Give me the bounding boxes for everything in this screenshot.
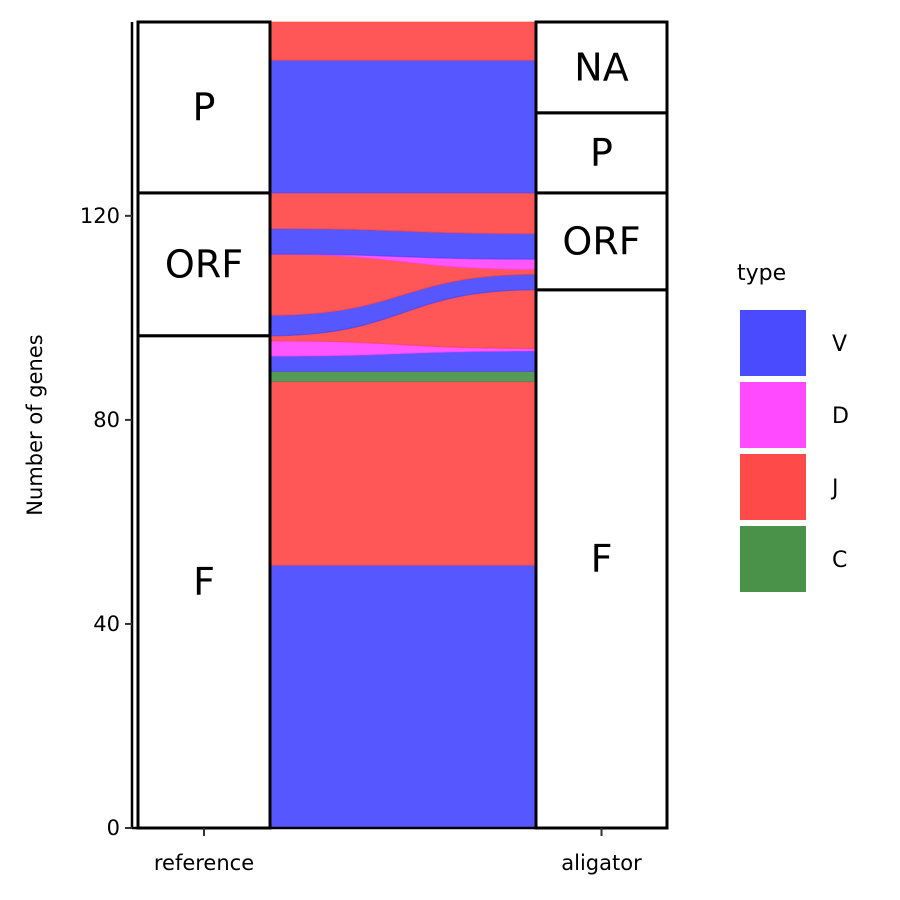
flow-V-0 xyxy=(269,564,537,829)
legend-label-J: J xyxy=(830,476,839,501)
legend-label-V: V xyxy=(832,332,847,357)
flows-layer xyxy=(269,21,537,829)
stratum-label-aligator-orf: ORF xyxy=(562,219,640,263)
stratum-label-reference-orf: ORF xyxy=(165,242,243,286)
flow-J-1 xyxy=(269,381,537,566)
y-axis-title: Number of genes xyxy=(23,334,47,515)
y-tick-label-0: 0 xyxy=(107,816,120,840)
x-axis: reference aligator xyxy=(132,826,667,875)
flow-C-2 xyxy=(269,370,537,383)
strata-layer: F ORF P F ORF P NA xyxy=(136,20,669,830)
stratum-reference-f xyxy=(136,334,272,830)
stratum-label-reference-f: F xyxy=(193,560,215,604)
legend-key-D xyxy=(740,382,806,448)
legend-key-V xyxy=(740,310,806,376)
legend-label-D: D xyxy=(832,404,849,429)
legend: type V D J C xyxy=(737,261,849,592)
stratum-label-aligator-na: NA xyxy=(574,45,628,89)
legend-label-C: C xyxy=(832,548,847,573)
flow-V-11 xyxy=(269,59,537,194)
x-tick-label-aligator: aligator xyxy=(561,851,642,875)
y-tick-label-40: 40 xyxy=(93,612,120,636)
legend-key-C xyxy=(740,526,806,592)
stratum-reference-p xyxy=(136,20,272,195)
flow-J-12 xyxy=(269,21,537,61)
stratum-reference-orf xyxy=(136,191,272,338)
stratum-aligator-na xyxy=(534,20,669,115)
x-tick-label-reference: reference xyxy=(154,851,254,875)
stratum-label-aligator-f: F xyxy=(591,537,613,581)
stratum-label-reference-p: P xyxy=(193,85,216,129)
stratum-label-aligator-p: P xyxy=(590,131,613,175)
y-axis: 0 40 80 120 xyxy=(80,22,134,840)
y-tick-label-120: 120 xyxy=(80,204,120,228)
legend-title: type xyxy=(737,261,786,286)
flow-J-10 xyxy=(269,192,537,235)
legend-key-J xyxy=(740,454,806,520)
y-tick-label-80: 80 xyxy=(93,408,120,432)
